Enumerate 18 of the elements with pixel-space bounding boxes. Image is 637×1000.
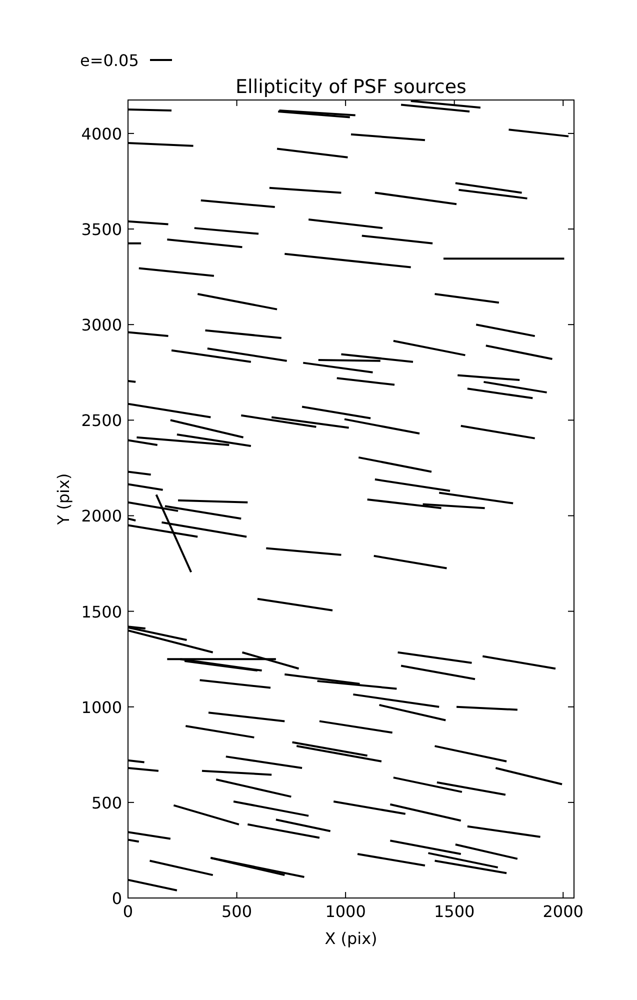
y-tick-label: 1500 [81, 602, 122, 622]
y-tick-label: 1000 [81, 698, 122, 717]
y-axis-title: Y (pix) [54, 473, 73, 526]
y-tick-label: 2500 [81, 411, 122, 430]
x-tick-label: 1000 [325, 902, 366, 921]
y-tick-label: 0 [112, 889, 122, 908]
y-tick-label: 3000 [81, 316, 122, 335]
y-tick-label: 4000 [81, 124, 122, 144]
y-tick-label: 2000 [81, 506, 122, 526]
x-tick-label: 1500 [434, 902, 475, 921]
x-axis-title: X (pix) [324, 929, 378, 948]
x-tick-label: 2000 [542, 902, 584, 921]
text: e=0.05 [80, 51, 139, 70]
x-tick-label: 500 [222, 902, 252, 921]
y-tick-label: 3500 [81, 220, 122, 240]
y-tick-label: 500 [91, 793, 122, 812]
chart-title: Ellipticity of PSF sources [236, 76, 466, 98]
x-tick-label: 0 [122, 902, 134, 921]
